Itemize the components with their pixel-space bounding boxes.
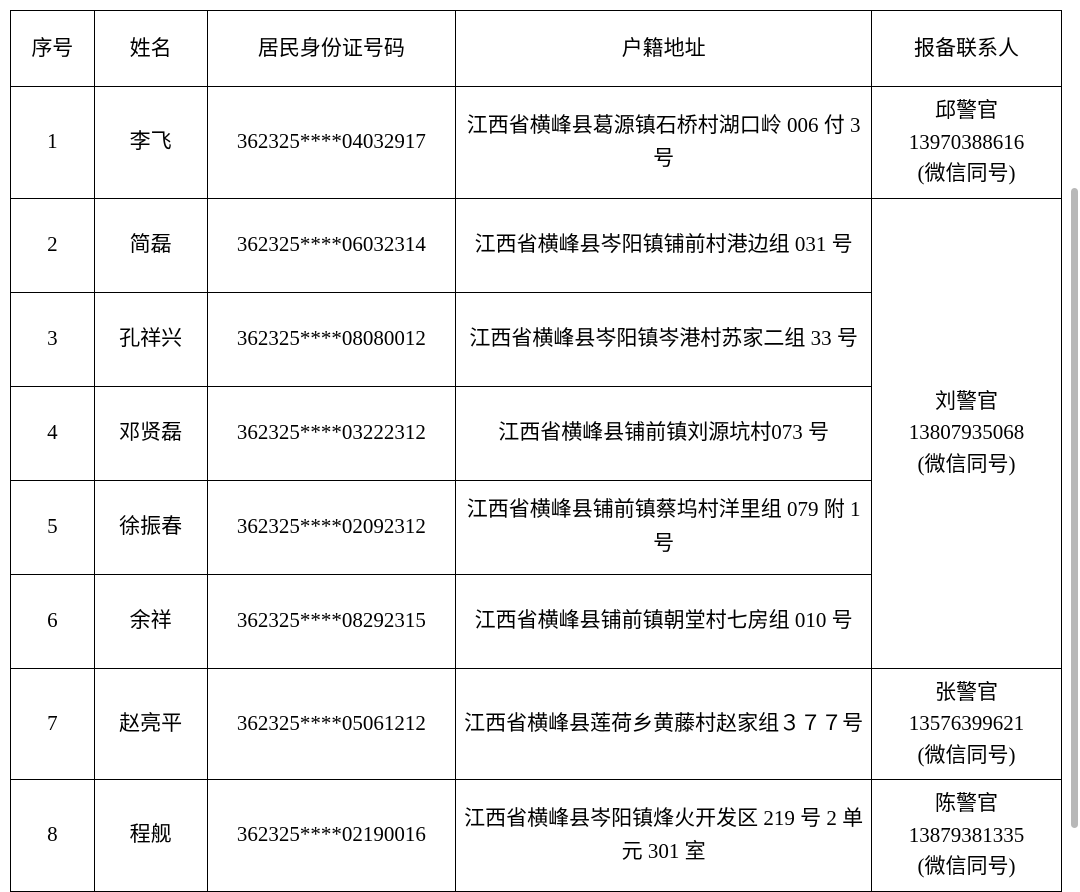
cell-name: 简磊: [94, 198, 207, 292]
table-row: 8 程舰 362325****02190016 江西省横峰县岑阳镇烽火开发区 2…: [11, 780, 1062, 892]
cell-contact: 张警官 13576399621 (微信同号): [872, 668, 1062, 780]
cell-id: 362325****05061212: [207, 668, 456, 780]
cell-name: 徐振春: [94, 480, 207, 574]
cell-name: 李飞: [94, 87, 207, 199]
table-row: 2 简磊 362325****06032314 江西省横峰县岑阳镇铺前村港边组 …: [11, 198, 1062, 292]
cell-seq: 8: [11, 780, 95, 892]
contact-name: 刘警官: [935, 389, 998, 413]
cell-address: 江西省横峰县岑阳镇铺前村港边组 031 号: [456, 198, 872, 292]
table-container: 序号 姓名 居民身份证号码 户籍地址 报备联系人 1 李飞 362325****…: [10, 10, 1062, 892]
cell-address: 江西省横峰县铺前镇刘源坑村073 号: [456, 386, 872, 480]
cell-contact: 陈警官 13879381335 (微信同号): [872, 780, 1062, 892]
contact-note: (微信同号): [918, 452, 1016, 476]
table-body: 1 李飞 362325****04032917 江西省横峰县葛源镇石桥村湖口岭 …: [11, 87, 1062, 892]
contact-name: 张警官: [935, 680, 998, 704]
data-table: 序号 姓名 居民身份证号码 户籍地址 报备联系人 1 李飞 362325****…: [10, 10, 1062, 892]
cell-address: 江西省横峰县铺前镇朝堂村七房组 010 号: [456, 574, 872, 668]
header-contact: 报备联系人: [872, 11, 1062, 87]
cell-seq: 5: [11, 480, 95, 574]
contact-phone: 13807935068: [909, 420, 1025, 444]
header-seq: 序号: [11, 11, 95, 87]
scrollbar-thumb[interactable]: [1071, 188, 1078, 828]
cell-id: 362325****08292315: [207, 574, 456, 668]
scrollbar-track[interactable]: [1070, 8, 1078, 841]
cell-name: 余祥: [94, 574, 207, 668]
contact-phone: 13879381335: [909, 823, 1025, 847]
contact-note: (微信同号): [918, 161, 1016, 185]
cell-contact-merged: 刘警官 13807935068 (微信同号): [872, 198, 1062, 668]
cell-id: 362325****08080012: [207, 292, 456, 386]
cell-id: 362325****02190016: [207, 780, 456, 892]
table-row: 7 赵亮平 362325****05061212 江西省横峰县莲荷乡黄藤村赵家组…: [11, 668, 1062, 780]
contact-phone: 13576399621: [909, 711, 1025, 735]
cell-name: 赵亮平: [94, 668, 207, 780]
cell-seq: 3: [11, 292, 95, 386]
header-id: 居民身份证号码: [207, 11, 456, 87]
contact-note: (微信同号): [918, 743, 1016, 767]
cell-address: 江西省横峰县莲荷乡黄藤村赵家组３７７号: [456, 668, 872, 780]
cell-seq: 7: [11, 668, 95, 780]
header-address: 户籍地址: [456, 11, 872, 87]
cell-seq: 1: [11, 87, 95, 199]
cell-id: 362325****06032314: [207, 198, 456, 292]
cell-address: 江西省横峰县岑阳镇岑港村苏家二组 33 号: [456, 292, 872, 386]
cell-seq: 2: [11, 198, 95, 292]
cell-id: 362325****03222312: [207, 386, 456, 480]
contact-name: 陈警官: [935, 791, 998, 815]
cell-address: 江西省横峰县葛源镇石桥村湖口岭 006 付 3 号: [456, 87, 872, 199]
cell-address: 江西省横峰县铺前镇蔡坞村洋里组 079 附 1 号: [456, 480, 872, 574]
cell-name: 孔祥兴: [94, 292, 207, 386]
contact-note: (微信同号): [918, 854, 1016, 878]
header-name: 姓名: [94, 11, 207, 87]
cell-name: 邓贤磊: [94, 386, 207, 480]
cell-seq: 4: [11, 386, 95, 480]
cell-id: 362325****02092312: [207, 480, 456, 574]
cell-address: 江西省横峰县岑阳镇烽火开发区 219 号 2 单元 301 室: [456, 780, 872, 892]
cell-name: 程舰: [94, 780, 207, 892]
cell-id: 362325****04032917: [207, 87, 456, 199]
table-header-row: 序号 姓名 居民身份证号码 户籍地址 报备联系人: [11, 11, 1062, 87]
cell-seq: 6: [11, 574, 95, 668]
cell-contact: 邱警官 13970388616 (微信同号): [872, 87, 1062, 199]
table-row: 1 李飞 362325****04032917 江西省横峰县葛源镇石桥村湖口岭 …: [11, 87, 1062, 199]
contact-name: 邱警官: [935, 98, 998, 122]
contact-phone: 13970388616: [909, 130, 1025, 154]
